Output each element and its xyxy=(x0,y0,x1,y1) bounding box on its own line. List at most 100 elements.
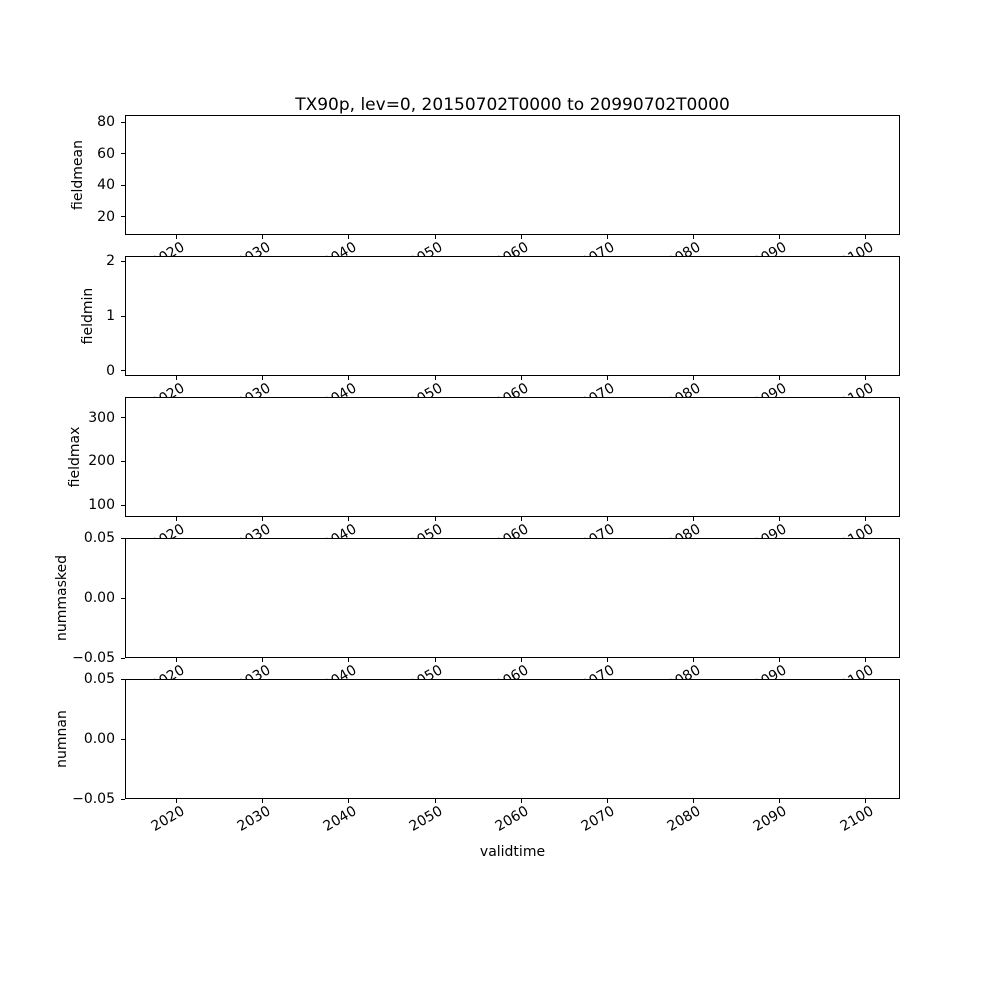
axes-numnan xyxy=(125,679,900,799)
x-tick-mark xyxy=(348,235,350,239)
y-tick-mark xyxy=(121,184,125,186)
x-axis-label: validtime xyxy=(479,844,546,860)
x-tick-mark xyxy=(348,517,350,521)
y-tick-mark xyxy=(121,798,125,800)
x-tick-mark xyxy=(778,517,780,521)
y-tick-label: 0 xyxy=(106,362,115,379)
y-axis-label-fieldmin: fieldmin xyxy=(80,287,96,345)
axes-nummasked xyxy=(125,538,900,658)
x-tick-mark xyxy=(778,376,780,380)
x-tick-mark xyxy=(520,517,522,521)
y-tick-mark xyxy=(121,504,125,506)
x-tick-mark xyxy=(692,658,694,662)
x-tick-label: 2080 xyxy=(664,803,704,835)
x-tick-label: 2030 xyxy=(234,803,274,835)
x-tick-mark xyxy=(348,658,350,662)
y-axis-label-fieldmax: fieldmax xyxy=(67,426,83,488)
y-tick-label: 0.00 xyxy=(83,731,115,747)
x-tick-mark xyxy=(348,799,350,803)
x-tick-label: 2040 xyxy=(320,803,360,835)
y-tick-mark xyxy=(121,121,125,123)
y-tick-mark xyxy=(121,216,125,218)
x-tick-mark xyxy=(434,658,436,662)
y-tick-label: 2 xyxy=(106,253,115,270)
y-tick-mark xyxy=(121,260,125,262)
x-tick-mark xyxy=(262,376,264,380)
y-tick-label: 60 xyxy=(97,145,115,162)
y-axis-label-nummasked: nummasked xyxy=(54,555,70,642)
y-tick-label: 0.05 xyxy=(83,671,115,687)
axes-frame xyxy=(125,679,900,799)
axes-fieldmax xyxy=(125,397,900,517)
x-tick-mark xyxy=(778,799,780,803)
chart-title: TX90p, lev=0, 20150702T0000 to 20990702T… xyxy=(295,95,730,115)
x-tick-mark xyxy=(606,658,608,662)
x-tick-mark xyxy=(692,799,694,803)
x-tick-mark xyxy=(606,799,608,803)
y-tick-mark xyxy=(121,460,125,462)
x-tick-mark xyxy=(262,517,264,521)
x-tick-mark xyxy=(865,376,867,380)
x-tick-mark xyxy=(176,517,178,521)
x-tick-mark xyxy=(434,517,436,521)
y-tick-mark xyxy=(121,678,125,680)
x-tick-mark xyxy=(176,235,178,239)
y-tick-label: 100 xyxy=(88,497,115,513)
axes-fieldmin xyxy=(125,256,900,376)
x-tick-mark xyxy=(865,799,867,803)
x-tick-mark xyxy=(262,658,264,662)
y-tick-label: 0.05 xyxy=(83,530,115,546)
y-tick-mark xyxy=(121,597,125,599)
x-tick-mark xyxy=(520,376,522,380)
x-tick-mark xyxy=(606,517,608,521)
y-tick-label: 300 xyxy=(88,409,115,426)
axes-frame xyxy=(125,115,900,235)
y-tick-mark xyxy=(121,153,125,155)
y-tick-label: 80 xyxy=(97,114,115,131)
axes-frame xyxy=(125,538,900,658)
x-tick-label: 2070 xyxy=(578,803,618,835)
x-tick-mark xyxy=(778,658,780,662)
x-tick-mark xyxy=(434,799,436,803)
axes-frame xyxy=(125,256,900,376)
y-tick-label: 200 xyxy=(88,453,115,470)
x-tick-mark xyxy=(348,376,350,380)
y-axis-label-numnan: numnan xyxy=(54,710,70,768)
y-tick-mark xyxy=(121,370,125,372)
x-tick-mark xyxy=(692,376,694,380)
x-tick-mark xyxy=(434,376,436,380)
x-tick-mark xyxy=(176,376,178,380)
x-tick-mark xyxy=(692,517,694,521)
x-tick-mark xyxy=(606,235,608,239)
x-tick-label: 2020 xyxy=(148,803,188,835)
y-tick-label: 1 xyxy=(106,308,115,324)
y-tick-mark xyxy=(121,537,125,539)
x-tick-mark xyxy=(778,235,780,239)
x-tick-mark xyxy=(176,799,178,803)
y-axis-label-fieldmean: fieldmean xyxy=(70,140,86,210)
axes-fieldmean xyxy=(125,115,900,235)
x-tick-mark xyxy=(262,799,264,803)
y-tick-label: −0.05 xyxy=(72,650,115,666)
y-tick-mark xyxy=(121,738,125,740)
y-tick-label: 0.00 xyxy=(83,590,115,606)
axes-frame xyxy=(125,397,900,517)
y-tick-label: 20 xyxy=(97,208,115,225)
x-tick-label: 2060 xyxy=(492,803,532,835)
y-tick-label: −0.05 xyxy=(72,791,115,807)
x-tick-mark xyxy=(520,799,522,803)
y-tick-mark xyxy=(121,417,125,419)
y-tick-mark xyxy=(121,315,125,317)
x-tick-label: 2090 xyxy=(751,803,790,835)
y-tick-label: 40 xyxy=(97,177,115,194)
x-tick-mark xyxy=(606,376,608,380)
x-tick-mark xyxy=(865,658,867,662)
x-tick-mark xyxy=(865,517,867,521)
x-tick-mark xyxy=(520,658,522,662)
x-tick-mark xyxy=(176,658,178,662)
x-tick-label: 2100 xyxy=(837,803,877,835)
x-tick-label: 2050 xyxy=(406,803,446,835)
x-tick-mark xyxy=(692,235,694,239)
y-tick-mark xyxy=(121,657,125,659)
